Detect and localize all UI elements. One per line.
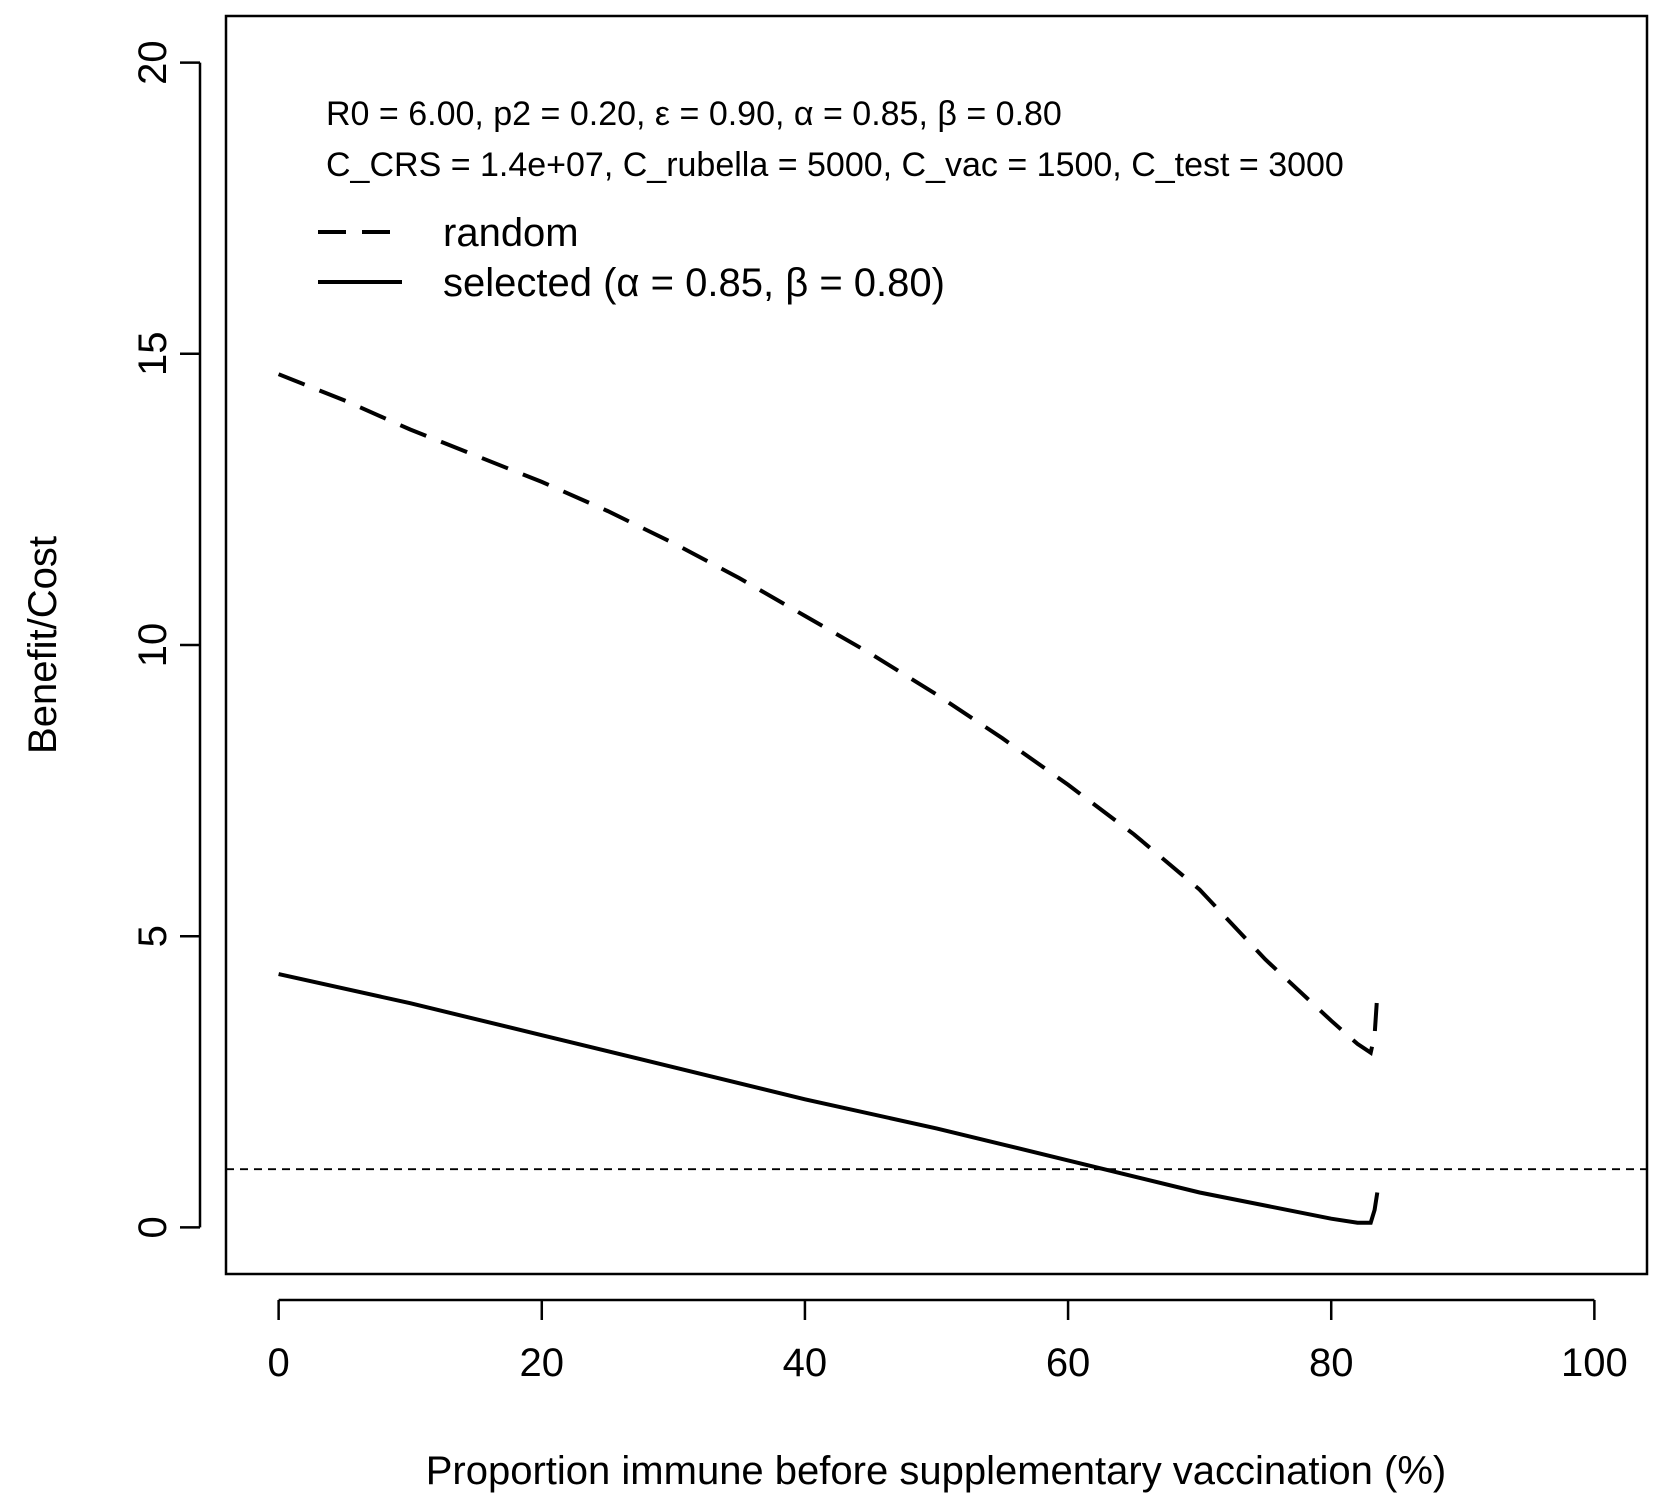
legend-label-random: random [443, 211, 579, 255]
x-tick-label: 80 [1309, 1341, 1354, 1385]
y-tick-label: 20 [131, 40, 175, 85]
legend-label-selected: selected (α = 0.85, β = 0.80) [443, 261, 945, 305]
y-tick-label: 10 [131, 623, 175, 668]
legend: random selected (α = 0.85, β = 0.80) [318, 211, 945, 305]
series-line-random [277, 372, 1380, 1056]
plot-frame [224, 14, 1649, 1276]
annotation-params-line-2: C_CRS = 1.4e+07, C_rubella = 5000, C_vac… [326, 146, 1344, 184]
y-tick-label: 15 [131, 332, 175, 377]
x-axis-title: Proportion immune before supplementary v… [426, 1449, 1447, 1493]
y-tick-label: 5 [131, 925, 175, 947]
annotation-params-line-1: R0 = 6.00, p2 = 0.20, ε = 0.90, α = 0.85… [326, 95, 1062, 133]
x-tick-label: 100 [1561, 1341, 1628, 1385]
x-tick-label: 60 [1046, 1341, 1091, 1385]
y-axis-title: Benefit/Cost [21, 536, 65, 754]
x-axis: 0 20 40 60 80 100 [268, 1298, 1628, 1385]
y-tick-label: 0 [131, 1216, 175, 1238]
y-axis: 0 5 10 15 20 [131, 40, 202, 1239]
x-tick-label: 0 [268, 1341, 290, 1385]
series-line-selected [278, 972, 1380, 1225]
x-tick-label: 20 [520, 1341, 565, 1385]
x-tick-label: 40 [783, 1341, 828, 1385]
